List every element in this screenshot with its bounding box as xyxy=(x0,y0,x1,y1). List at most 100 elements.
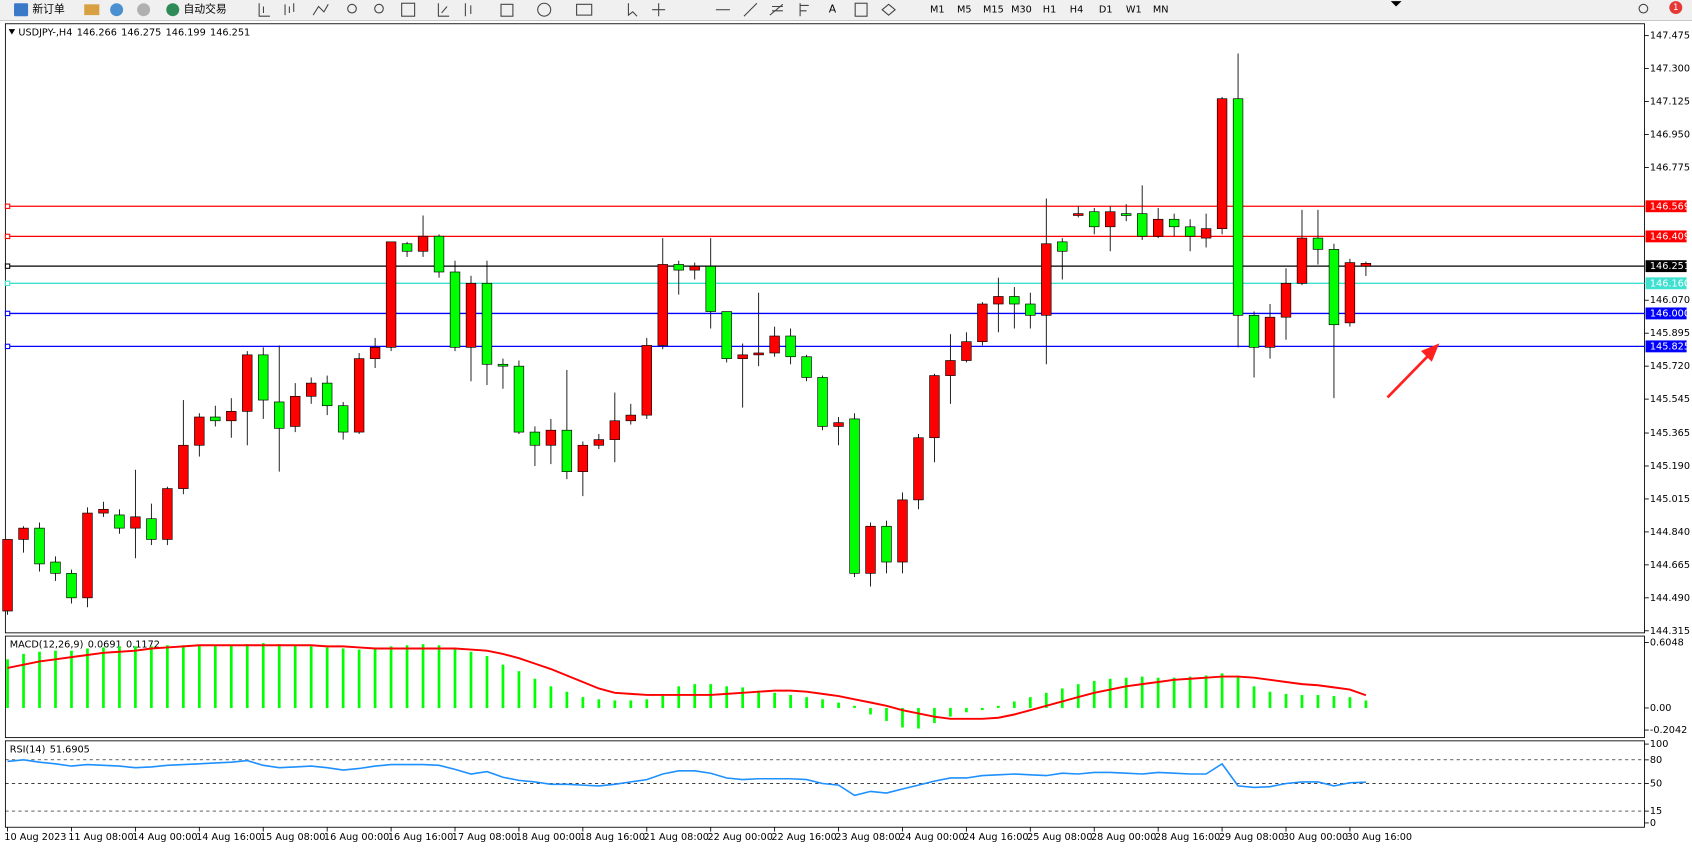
toolbar-icon[interactable] xyxy=(312,4,329,16)
candle-body xyxy=(593,439,605,446)
candle-body xyxy=(1280,282,1292,318)
text-tool[interactable]: A xyxy=(829,3,837,16)
candle-body xyxy=(1009,296,1020,305)
candle-body xyxy=(34,527,45,565)
search-icon[interactable] xyxy=(1638,3,1649,14)
y-tick-label: 80 xyxy=(1650,755,1662,766)
candle-body xyxy=(849,418,860,574)
x-tick-label: 30 Aug 00:00 xyxy=(1283,832,1348,843)
toolbar-icon[interactable] xyxy=(576,3,593,16)
y-tick-label: 100 xyxy=(1650,739,1669,750)
candle-body xyxy=(961,341,972,361)
price-level-tag xyxy=(1645,200,1687,213)
candle-body xyxy=(513,365,525,433)
x-tick-label: 17 Aug 08:00 xyxy=(452,832,517,843)
fibo-tool[interactable] xyxy=(799,3,809,17)
candle-body xyxy=(1200,228,1212,239)
y-tick-label: 145.720 xyxy=(1650,361,1690,372)
price-level-anchor xyxy=(4,310,11,317)
candle-body xyxy=(417,235,429,252)
candle-body xyxy=(929,375,940,439)
timeframe-button[interactable]: M1 xyxy=(930,5,945,16)
timeframe-button[interactable]: H1 xyxy=(1043,5,1056,16)
candle-body xyxy=(130,516,141,529)
timeframe-button[interactable]: H4 xyxy=(1070,5,1083,16)
cursor-tool[interactable] xyxy=(627,3,638,17)
timeframe-button[interactable]: MN xyxy=(1153,5,1169,16)
y-tick-label: 0 xyxy=(1650,818,1656,829)
toolbar-icon[interactable] xyxy=(401,2,416,17)
symbol-marker xyxy=(8,29,16,35)
x-tick-label: 30 Aug 16:00 xyxy=(1347,832,1412,843)
candle-body xyxy=(1360,263,1372,267)
notification-badge[interactable] xyxy=(1669,1,1683,15)
candle-body xyxy=(18,527,29,540)
timeframe-button[interactable]: M5 xyxy=(957,5,972,16)
arrows-tool[interactable] xyxy=(881,3,896,16)
timeframe-buttons: M1 M5 M15 M30 H1 H4 D1 W1 MN xyxy=(930,5,1169,16)
toolbar-tools xyxy=(258,2,1649,17)
chart-area: 147.475 147.300 147.125 146.950 146.775 146.0… xyxy=(2,23,1690,843)
x-tick-label: 28 Aug 16:00 xyxy=(1155,832,1220,843)
x-tick-label: 22 Aug 16:00 xyxy=(771,832,836,843)
candle-body xyxy=(162,488,173,540)
header-value: 0.1172 xyxy=(126,640,160,651)
panel-frame xyxy=(4,740,1645,828)
toolbar-icon[interactable] xyxy=(110,3,124,17)
timeframe-button[interactable]: D1 xyxy=(1099,5,1113,16)
price-level-tag xyxy=(1645,307,1687,320)
candle-body xyxy=(897,499,908,563)
toolbar-icon[interactable] xyxy=(537,2,552,17)
candle-body xyxy=(753,352,764,356)
annotation-arrow xyxy=(1386,343,1440,399)
x-tick-label: 18 Aug 16:00 xyxy=(580,832,645,843)
candle-body xyxy=(1152,218,1164,237)
y-tick-label: 15 xyxy=(1650,806,1662,817)
y-tick-label: 0.00 xyxy=(1650,703,1672,714)
toolbar-icon[interactable] xyxy=(258,3,270,17)
label-tool[interactable] xyxy=(854,2,868,17)
candle-body xyxy=(449,271,461,348)
x-tick-label: 21 Aug 08:00 xyxy=(644,832,709,843)
candle-body xyxy=(1025,303,1036,316)
zoom-in-icon[interactable] xyxy=(347,3,357,14)
new-order-button[interactable]: 新订单 xyxy=(32,3,65,16)
x-tick-label: 11 Aug 08:00 xyxy=(68,832,133,843)
crosshair-tool[interactable] xyxy=(652,3,666,17)
candle-body xyxy=(673,264,684,271)
header-value: 146.199 xyxy=(166,27,206,38)
y-tick-label: 145.895 xyxy=(1650,328,1690,339)
toolbar-icon[interactable] xyxy=(464,3,472,17)
candle-body xyxy=(194,416,205,446)
panel-header: MACD(12,26,9) 0.0691 0.1172 xyxy=(10,640,160,651)
toolbar-icon[interactable] xyxy=(437,3,450,17)
timeframe-button[interactable]: M15 xyxy=(983,5,1004,16)
timeframe-button[interactable]: M30 xyxy=(1011,5,1032,16)
candle-body xyxy=(705,266,716,312)
new-order-icon[interactable] xyxy=(14,3,29,17)
candle-body xyxy=(114,514,125,529)
x-tick-label: 18 Aug 00:00 xyxy=(516,832,581,843)
x-tick-label: 28 Aug 00:00 xyxy=(1091,832,1156,843)
candle-body xyxy=(561,429,573,472)
timeframe-button[interactable]: W1 xyxy=(1126,5,1142,16)
candle-body xyxy=(321,382,333,407)
auto-trading-button[interactable]: 自动交易 xyxy=(184,3,227,16)
price-level-anchor xyxy=(4,233,11,240)
toolbar-icon[interactable] xyxy=(84,4,100,16)
candle-body xyxy=(833,422,844,427)
notification-count[interactable]: 1 xyxy=(1673,3,1678,13)
toolbar-icon[interactable] xyxy=(500,3,514,17)
candle-body xyxy=(657,264,668,346)
channel-tool[interactable] xyxy=(769,3,784,16)
candle-body xyxy=(433,235,445,273)
auto-trading-icon[interactable] xyxy=(166,3,180,17)
candle-body xyxy=(146,518,157,540)
zoom-out-icon[interactable] xyxy=(374,3,384,14)
toolbar-icon[interactable] xyxy=(137,3,151,17)
header-title: MACD(12,26,9) xyxy=(10,640,84,651)
chart-shift-marker xyxy=(1390,1,1402,7)
trend-line-tool[interactable] xyxy=(743,2,758,17)
toolbar-icon[interactable] xyxy=(284,3,295,16)
